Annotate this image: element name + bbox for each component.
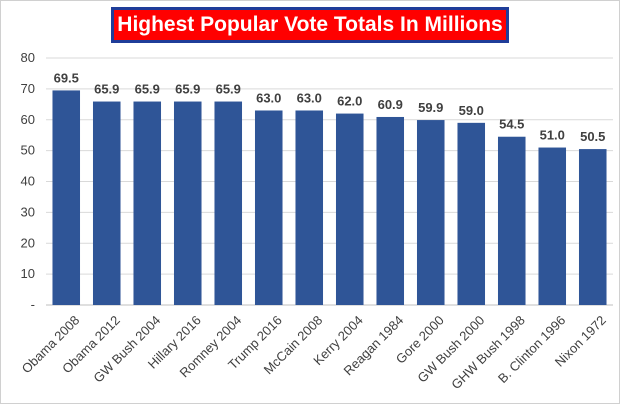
data-label: 65.9 xyxy=(216,82,241,97)
bar xyxy=(578,149,607,305)
bar xyxy=(538,147,567,305)
bar xyxy=(497,136,526,305)
bar xyxy=(52,90,81,305)
y-tick-label: - xyxy=(31,297,35,312)
data-label: 59.9 xyxy=(418,100,443,115)
bar xyxy=(92,101,121,305)
bar xyxy=(416,120,445,305)
y-tick-label: 40 xyxy=(21,174,35,189)
data-label: 51.0 xyxy=(540,128,565,143)
y-tick-label: 10 xyxy=(21,266,35,281)
category-label: GHW Bush 1998 xyxy=(448,313,528,393)
y-tick-label: 60 xyxy=(21,112,35,127)
data-label: 65.9 xyxy=(175,82,200,97)
y-tick-label: 70 xyxy=(21,81,35,96)
y-tick-label: 20 xyxy=(21,235,35,250)
data-label: 65.9 xyxy=(135,82,160,97)
y-tick-label: 80 xyxy=(21,50,35,65)
data-label: 59.0 xyxy=(459,103,484,118)
bar xyxy=(335,113,364,305)
bar xyxy=(376,116,405,305)
data-label: 65.9 xyxy=(94,82,119,97)
data-label: 63.0 xyxy=(256,90,281,105)
chart-title: Highest Popular Vote Totals In Millions xyxy=(117,13,503,36)
y-tick-label: 30 xyxy=(21,204,35,219)
y-tick-label: 50 xyxy=(21,143,35,158)
data-label: 50.5 xyxy=(580,129,605,144)
data-label: 54.5 xyxy=(499,117,524,132)
data-label: 62.0 xyxy=(337,94,362,109)
bar xyxy=(254,110,283,305)
bar xyxy=(214,101,243,305)
bar xyxy=(173,101,202,305)
bar xyxy=(295,110,324,305)
data-label: 60.9 xyxy=(378,97,403,112)
data-label: 69.5 xyxy=(54,70,79,85)
bar xyxy=(457,122,486,306)
chart-title-box: Highest Popular Vote Totals In Millions xyxy=(111,7,509,43)
data-label: 63.0 xyxy=(297,90,322,105)
bar xyxy=(133,101,162,305)
